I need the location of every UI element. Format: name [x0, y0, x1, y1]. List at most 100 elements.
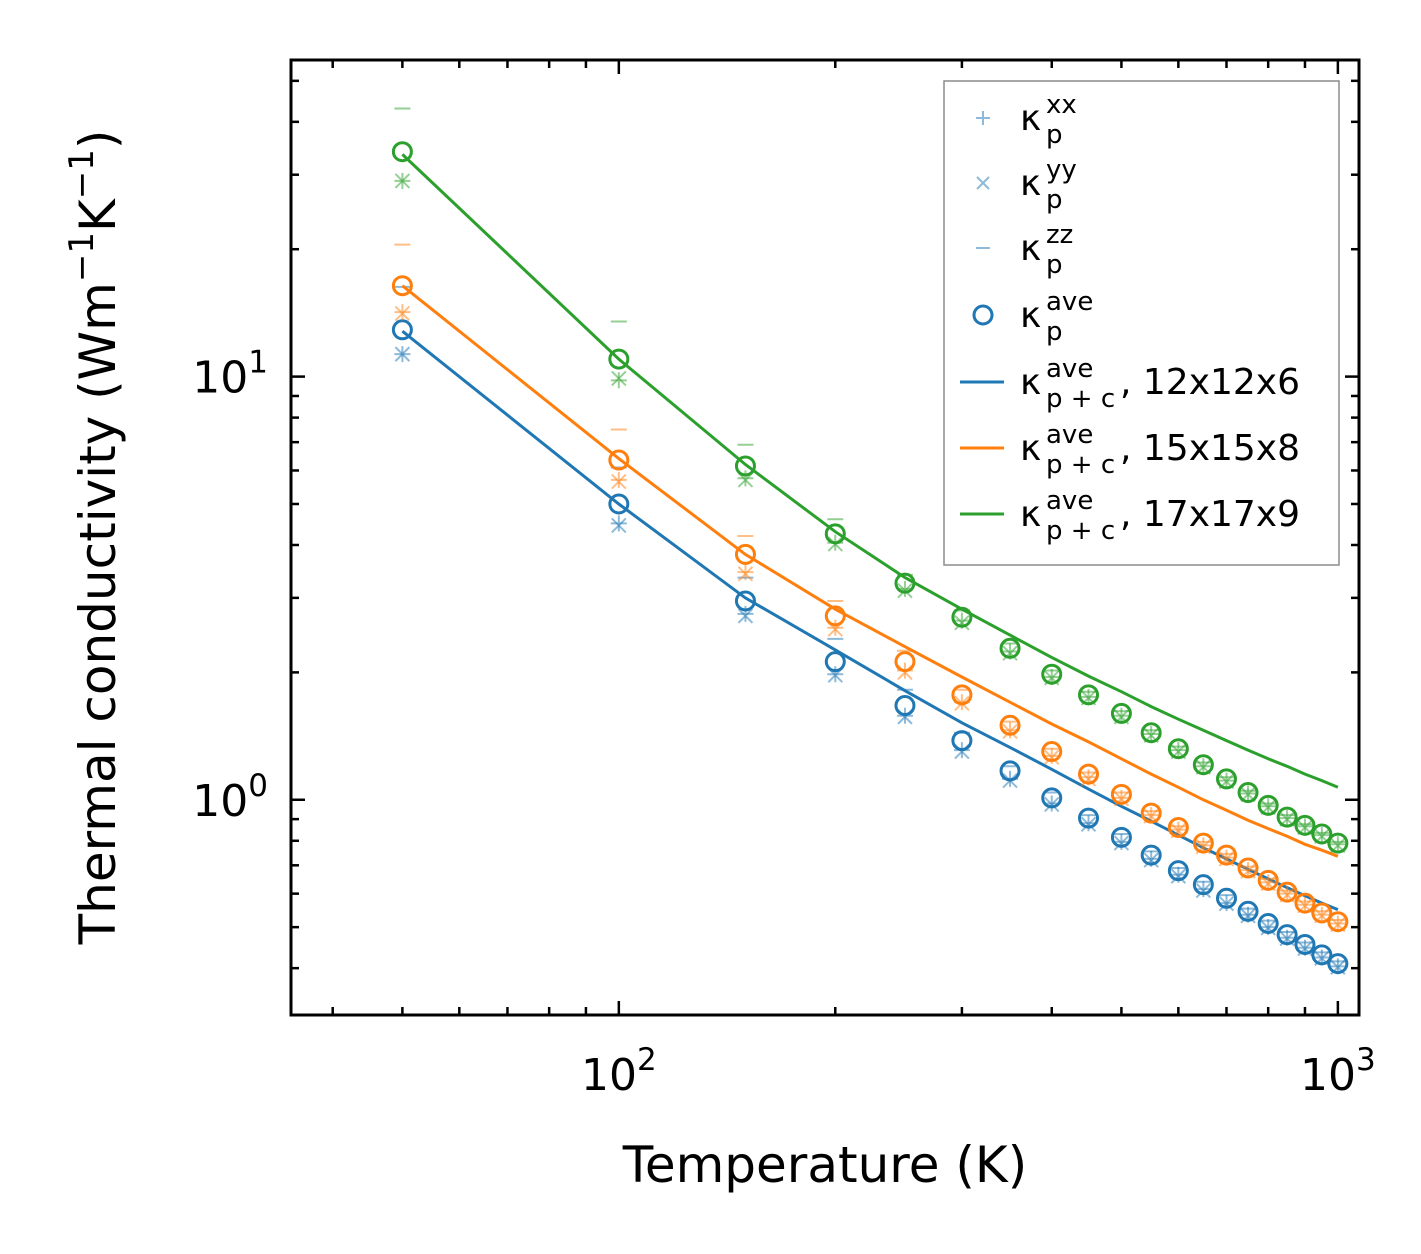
- legend-label: κ ave p: [1020, 287, 1093, 347]
- kappa-yy-point-d2: [1143, 852, 1159, 868]
- legend-circle-marker: [972, 304, 994, 326]
- legend-frame: [943, 80, 1340, 566]
- kappa-ave-point: [734, 590, 756, 612]
- legend-entry: κ ave p + c, 17x17x9: [960, 486, 1300, 546]
- kappa-yy-point-d2: [1170, 868, 1187, 884]
- kappa-ave-point: [824, 651, 846, 673]
- kappa-yy-point-d2: [394, 305, 411, 322]
- legend-plus-marker: [976, 111, 990, 125]
- kappa-ave-point: [608, 493, 630, 515]
- legend-kappa: κ: [1020, 98, 1041, 139]
- legend-sub: p + c: [1046, 516, 1115, 546]
- kappa-ave-point: [1041, 787, 1063, 809]
- kappa-yy-point: [394, 173, 411, 189]
- kappa-xx-point: [827, 619, 844, 636]
- kappa-xx-point: [610, 471, 627, 488]
- kappa-ave-point: [608, 449, 630, 471]
- kappa-yy-point-d2: [1080, 816, 1097, 833]
- kappa-yy-point: [1044, 796, 1060, 813]
- x-tick-base: 10: [1300, 1050, 1356, 1101]
- kappa-ave-point: [1041, 663, 1063, 685]
- y-title-exp2: −1: [62, 149, 102, 199]
- kappa-pc-line-17x17x9: [401, 153, 1339, 789]
- kappa-ave-point: [1237, 900, 1259, 922]
- kappa-ave-point: [1215, 887, 1237, 909]
- kappa-ave-point: [1192, 874, 1214, 896]
- x-axis-title: Temperature (K): [622, 1136, 1027, 1194]
- kappa-ave-point: [1294, 814, 1316, 836]
- kappa-ave-point: [1276, 806, 1298, 828]
- y-tick-base: 10: [192, 353, 248, 404]
- kappa-yy-point-d2: [611, 473, 627, 490]
- kappa-ave-point: [1167, 738, 1189, 760]
- kappa-ave-point: [1041, 741, 1063, 763]
- kappa-yy-point-d2: [1044, 749, 1060, 765]
- kappa-ave-point: [608, 348, 630, 370]
- kappa-ave-point: [1192, 832, 1214, 854]
- kappa-ave-point: [391, 275, 413, 297]
- legend-sub: p: [1046, 185, 1063, 215]
- kappa-ave-point: [1140, 844, 1162, 866]
- kappa-ave-point: [1327, 911, 1349, 933]
- y-axis-title: Thermal conductivity (Wm−1K−1): [62, 130, 127, 946]
- legend-sub: p + c: [1046, 450, 1115, 480]
- legend-label: κ ave p + c, 17x17x9: [1020, 486, 1300, 546]
- kappa-ave-point: [1215, 844, 1237, 866]
- kappa-ave-point: [951, 606, 973, 628]
- kappa-ave-point: [1192, 754, 1214, 776]
- kappa-pc-line-15x15x8: [401, 284, 1339, 858]
- legend-sup: ave: [1046, 420, 1093, 450]
- kappa-yy-point-d2: [1002, 723, 1018, 740]
- kappa-yy-point: [611, 473, 627, 490]
- plot-marks: [391, 107, 1349, 975]
- legend-kappa: κ: [1020, 362, 1041, 403]
- kappa-ave-point: [1078, 807, 1100, 829]
- kappa-yy-point: [1080, 816, 1097, 833]
- legend-sub: p: [1046, 250, 1063, 280]
- y-title-exp1: −1: [62, 232, 102, 282]
- kappa-ave-point: [894, 695, 916, 717]
- kappa-ave-point: [1257, 869, 1279, 891]
- kappa-ave-point: [1327, 953, 1349, 975]
- kappa-yy-point: [1113, 835, 1130, 851]
- kappa-yy-point: [737, 566, 754, 582]
- kappa-yy-point: [1195, 882, 1212, 899]
- legend-label: κ ave p + c, 12x12x6: [1020, 354, 1300, 414]
- legend-suffix: , 17x17x9: [1120, 494, 1300, 535]
- kappa-xx-point: [610, 515, 627, 532]
- kappa-ave-point: [1078, 684, 1100, 706]
- x-tick-base: 10: [581, 1050, 637, 1101]
- kappa-yy-point-d2: [611, 370, 627, 387]
- legend-label: κ xx p: [1020, 90, 1077, 150]
- kappa-ave-point: [1110, 826, 1132, 848]
- legend-label: κ zz p: [1020, 220, 1073, 280]
- legend-entry: κ xx p: [976, 90, 1077, 150]
- kappa-yy-point: [1218, 896, 1235, 912]
- kappa-ave-point: [1140, 722, 1162, 744]
- kappa-ave-point: [1140, 802, 1162, 824]
- legend-entry: κ zz p: [976, 220, 1073, 280]
- legend-sup: zz: [1046, 220, 1073, 250]
- kappa-ave-point: [391, 319, 413, 341]
- kappa-ave-point: [1110, 702, 1132, 724]
- kappa-ave-point: [951, 730, 973, 752]
- y-title-mid: K: [69, 198, 127, 232]
- kappa-yy-point-d2: [737, 608, 754, 624]
- kappa-yy-point: [1143, 852, 1159, 868]
- kappa-yy-point: [1002, 723, 1018, 740]
- kappa-ave-point: [1110, 783, 1132, 805]
- legend-entry: κ yy p: [976, 155, 1077, 215]
- kappa-ave-point: [1276, 881, 1298, 903]
- x-tick-label: 102: [581, 1042, 657, 1101]
- kappa-ave-point: [1311, 823, 1333, 845]
- kappa-yy-point-d2: [394, 173, 411, 189]
- legend-sub: p: [1046, 120, 1063, 150]
- kappa-yy-point: [611, 517, 627, 534]
- kappa-xx-point: [610, 372, 627, 389]
- kappa-yy-point: [1170, 868, 1187, 884]
- kappa-yy-point: [394, 346, 411, 362]
- legend-sup: ave: [1046, 354, 1093, 384]
- legend-suffix: , 12x12x6: [1120, 362, 1300, 403]
- kappa-yy-point: [611, 370, 627, 387]
